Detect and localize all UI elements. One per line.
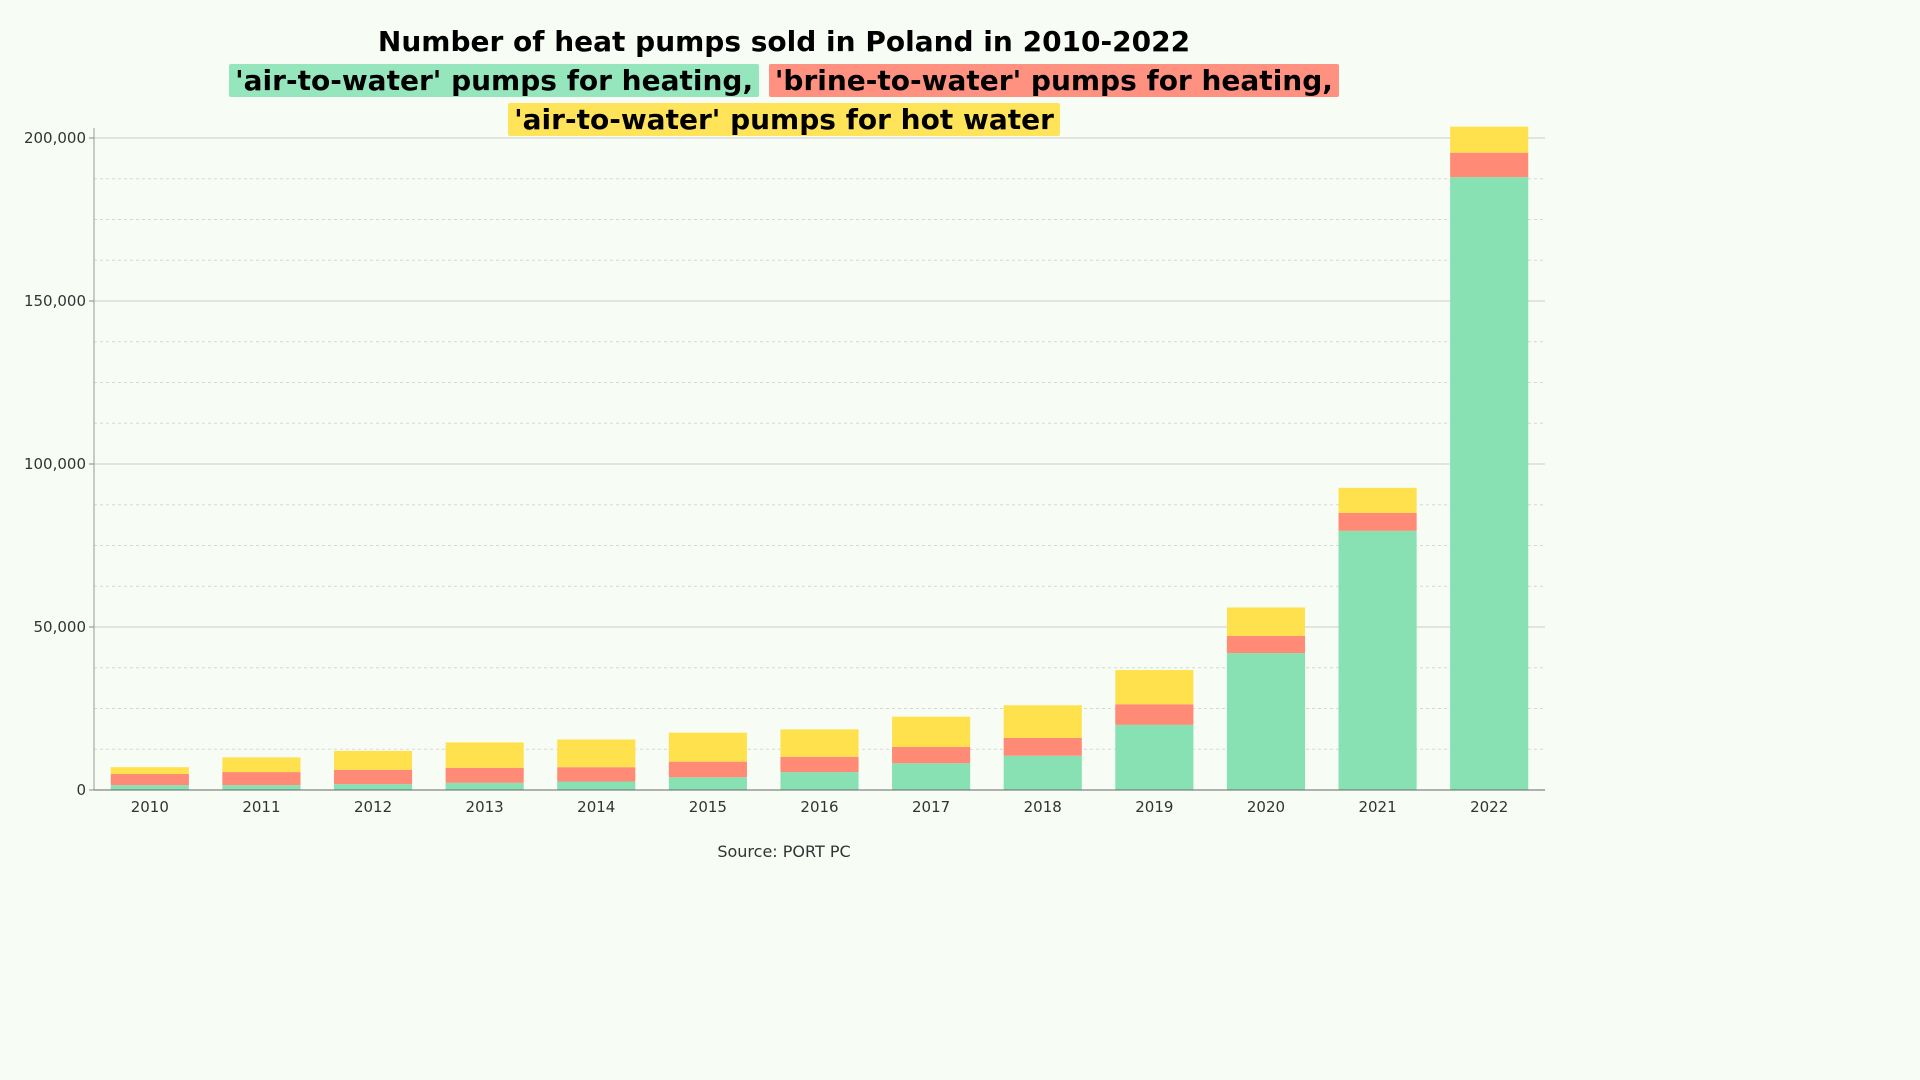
y-tick-label: 200,000	[24, 129, 86, 147]
subtitle-line-1: 'air-to-water' pumps for heating, 'brine…	[0, 61, 1568, 100]
bar-segment-2012-series-2	[333, 750, 413, 770]
bar-segment-2014-series-1	[557, 767, 636, 782]
bar-segment-2018-series-2	[1003, 705, 1082, 738]
bar-segment-2017-series-1	[892, 746, 971, 764]
x-tick-label: 2018	[1024, 798, 1062, 816]
bar-segment-2015-series-0	[668, 777, 747, 790]
bar-segment-2011-series-1	[222, 772, 301, 786]
y-tick-label: 0	[76, 781, 86, 799]
bar-segment-2016-series-0	[780, 772, 859, 790]
bar-segment-2020-series-2	[1226, 607, 1306, 636]
bar-segment-2012-series-1	[333, 769, 413, 785]
bar-segment-2021-series-1	[1338, 512, 1417, 531]
x-tick-label: 2017	[912, 798, 950, 816]
x-tick-label: 2022	[1470, 798, 1508, 816]
series-brine-heating-label: 'brine-to-water' pumps for heating,	[768, 64, 1339, 97]
bar-segment-2010-series-1	[110, 774, 189, 786]
y-tick-label: 100,000	[24, 455, 86, 473]
bar-segment-2022-series-0	[1450, 177, 1529, 790]
subtitle-line-2: 'air-to-water' pumps for hot water	[0, 100, 1568, 139]
x-tick-label: 2014	[577, 798, 615, 816]
source-note: Source: PORT PC	[717, 842, 851, 861]
x-tick-label: 2011	[242, 798, 280, 816]
series-air-heating-label: 'air-to-water' pumps for heating,	[229, 64, 760, 97]
bar-segment-2020-series-1	[1226, 635, 1306, 654]
bar-segment-2018-series-0	[1003, 755, 1082, 790]
bar-segment-2016-series-1	[780, 756, 859, 773]
bar-segment-2019-series-0	[1115, 724, 1194, 790]
bar-segment-2015-series-1	[668, 761, 747, 778]
x-tick-label: 2021	[1358, 798, 1396, 816]
bar-segment-2013-series-1	[445, 767, 524, 783]
bar-segment-2019-series-2	[1115, 670, 1194, 705]
series-air-hotwater-label: 'air-to-water' pumps for hot water	[508, 103, 1060, 136]
bar-segment-2017-series-0	[892, 763, 971, 790]
x-tick-label: 2012	[354, 798, 392, 816]
bar-segment-2019-series-1	[1115, 704, 1194, 725]
bar-segment-2022-series-2	[1450, 126, 1529, 153]
bar-segment-2018-series-1	[1003, 737, 1082, 756]
bar-segment-2010-series-0	[110, 785, 189, 790]
x-tick-label: 2010	[131, 798, 169, 816]
bar-segment-2021-series-2	[1338, 487, 1417, 513]
bar-segment-2014-series-0	[557, 781, 636, 790]
bar-segment-2013-series-0	[445, 782, 524, 790]
chart-title: Number of heat pumps sold in Poland in 2…	[0, 22, 1568, 139]
bar-segment-2011-series-0	[222, 785, 301, 790]
y-tick-label: 150,000	[24, 292, 86, 310]
title-line: Number of heat pumps sold in Poland in 2…	[0, 22, 1568, 61]
chart-plot: 0 50,000 100,000 150,000 200,000 2010 2011 2012…	[24, 126, 1545, 816]
bar-segment-2020-series-0	[1226, 653, 1306, 790]
bar-segment-2017-series-2	[892, 716, 971, 747]
bar-segment-2011-series-2	[222, 757, 301, 773]
title-text: Number of heat pumps sold in Poland in 2…	[377, 25, 1191, 58]
x-tick-label: 2019	[1135, 798, 1173, 816]
bar-segment-2015-series-2	[668, 732, 747, 762]
bar-segment-2010-series-2	[110, 767, 189, 775]
bar-segment-2021-series-0	[1338, 530, 1417, 790]
x-tick-label: 2016	[800, 798, 838, 816]
bar-segment-2016-series-2	[780, 729, 859, 757]
x-tick-label: 2013	[466, 798, 504, 816]
bar-segment-2012-series-0	[333, 784, 413, 790]
x-tick-label: 2020	[1247, 798, 1285, 816]
x-tick-label: 2015	[689, 798, 727, 816]
bar-segment-2014-series-2	[557, 739, 636, 768]
bar-segment-2013-series-2	[445, 742, 524, 768]
bar-segment-2022-series-1	[1450, 152, 1529, 178]
y-tick-label: 50,000	[34, 618, 87, 636]
